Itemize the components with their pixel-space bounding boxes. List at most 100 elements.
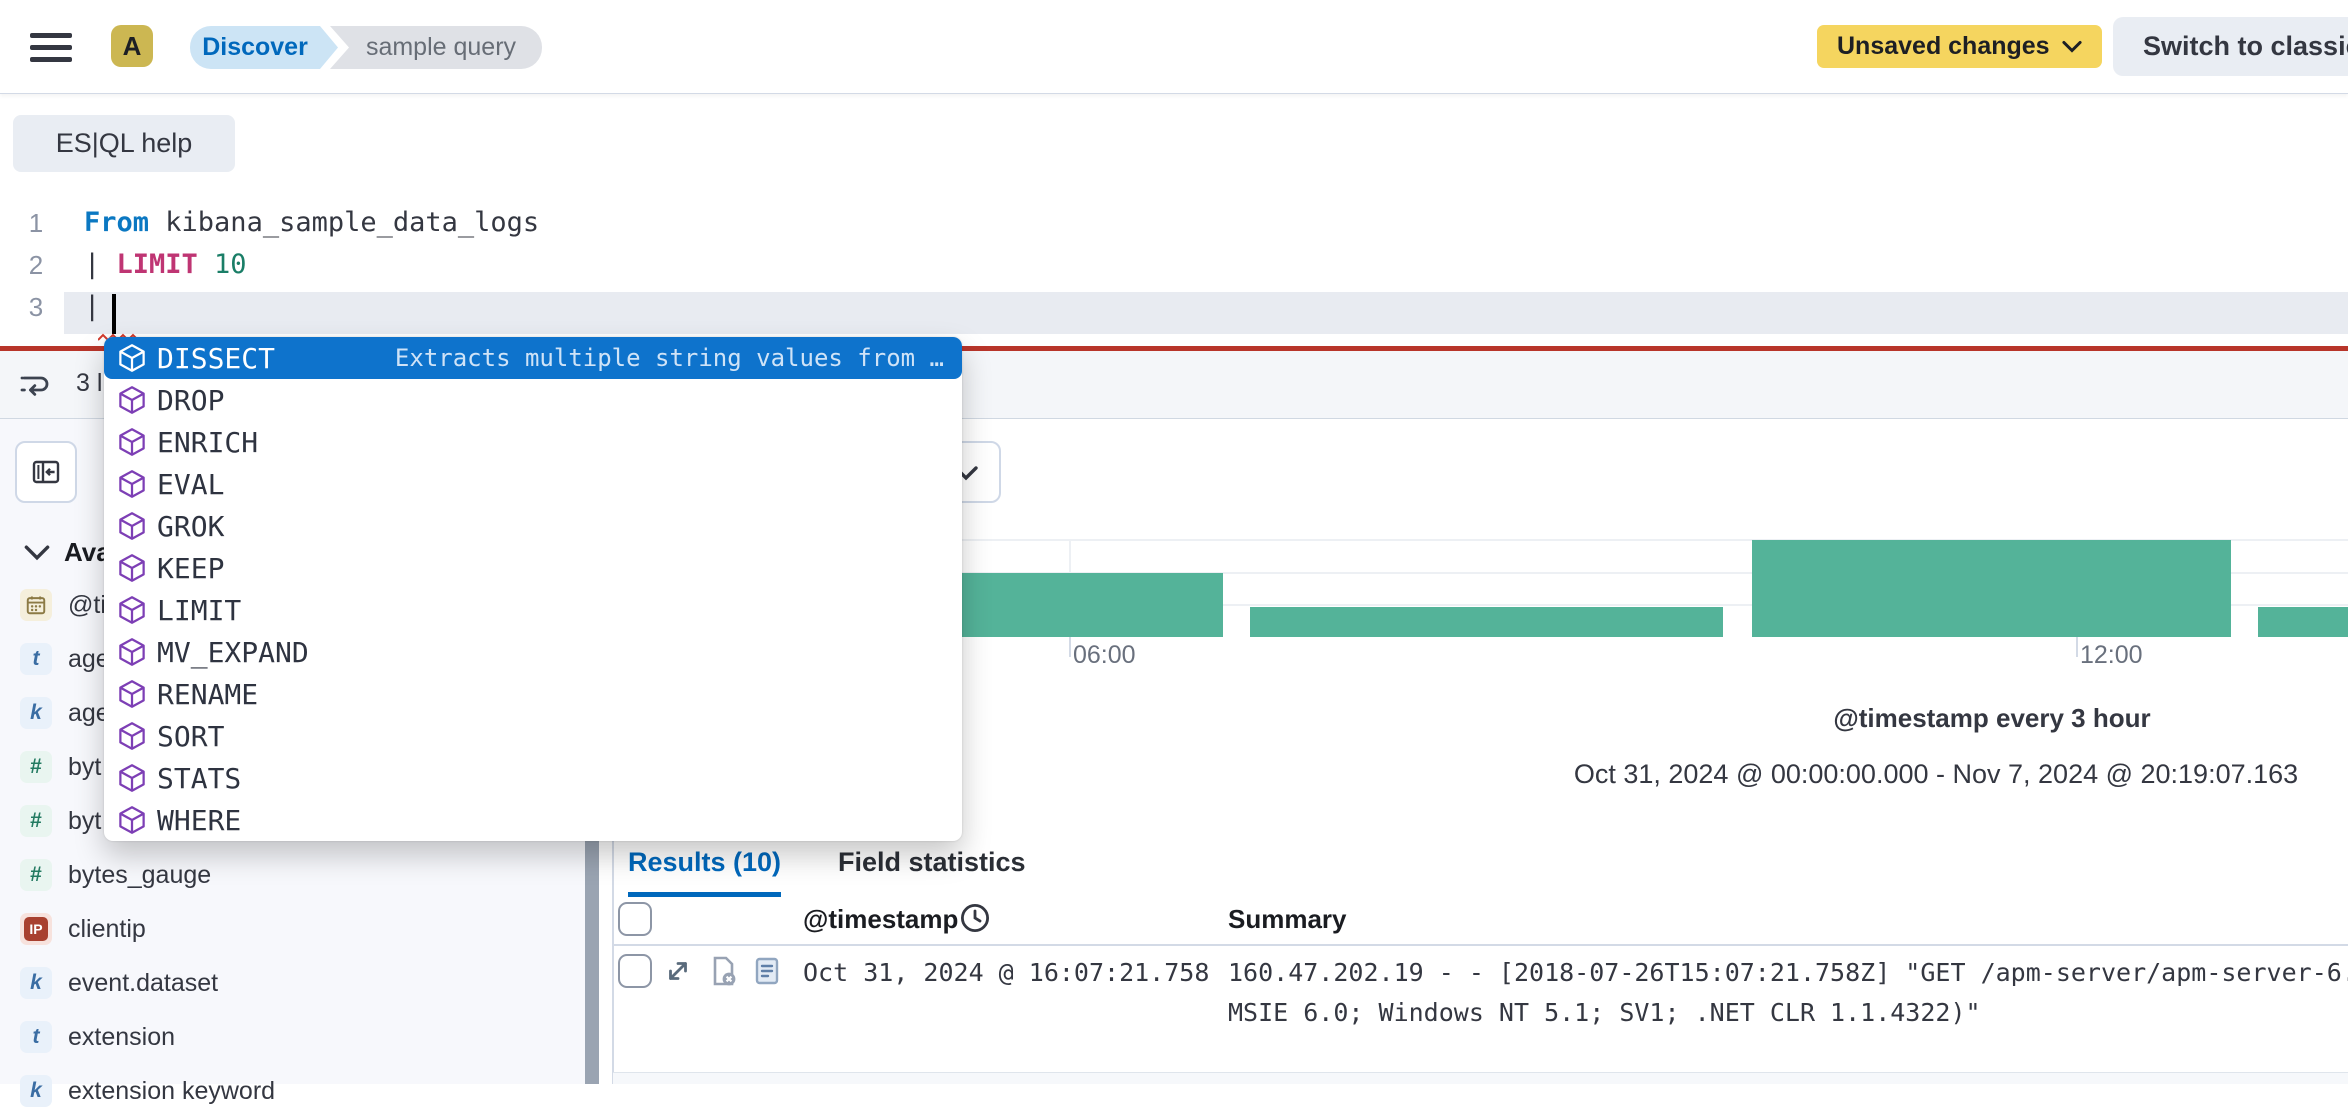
panel-collapse-left-icon bbox=[32, 460, 60, 484]
number-field-icon: # bbox=[20, 859, 52, 891]
axis-tick bbox=[1069, 637, 1071, 657]
autocomplete-item-keep[interactable]: KEEP bbox=[104, 547, 962, 589]
command-cube-icon bbox=[117, 553, 147, 583]
tab-results[interactable]: Results (10) bbox=[628, 847, 782, 897]
autocomplete-item-grok[interactable]: GROK bbox=[104, 505, 962, 547]
field-label: byt bbox=[68, 806, 102, 835]
editor-current-line-highlight bbox=[64, 292, 2348, 334]
select-all-checkbox[interactable] bbox=[618, 902, 652, 936]
esql-help-button[interactable]: ES|QL help bbox=[13, 115, 235, 172]
editor-lines-count: 3 l bbox=[76, 369, 103, 397]
code-line-2[interactable]: | LIMIT 10 bbox=[84, 249, 247, 280]
field-item-clientip[interactable]: IP clientip bbox=[0, 902, 585, 956]
field-item-extension-keyword[interactable]: k extension keyword bbox=[0, 1064, 585, 1118]
histogram-bar[interactable] bbox=[1752, 540, 2231, 637]
axis-tick bbox=[2076, 637, 2078, 657]
menu-hamburger-icon[interactable] bbox=[30, 33, 72, 62]
autocomplete-item-dissect[interactable]: DISSECT Extracts multiple string values … bbox=[104, 337, 962, 379]
autocomplete-popup: DISSECT Extracts multiple string values … bbox=[104, 337, 962, 841]
chevron-down-icon[interactable] bbox=[24, 544, 50, 561]
expand-row-icon[interactable] bbox=[663, 956, 693, 986]
command-cube-icon bbox=[117, 469, 147, 499]
command-cube-icon bbox=[117, 637, 147, 667]
autocomplete-item-stats[interactable]: STATS bbox=[104, 757, 962, 799]
autocomplete-item-eval[interactable]: EVAL bbox=[104, 463, 962, 505]
summary-cell-line1: 160.47.202.19 - - [2018-07-26T15:07:21.7… bbox=[1228, 958, 2348, 987]
command-cube-icon bbox=[117, 679, 147, 709]
field-item-timestamp[interactable]: @ti bbox=[0, 578, 585, 632]
switch-to-classic-button[interactable]: Switch to classic bbox=[2113, 17, 2348, 76]
autocomplete-label: LIMIT bbox=[157, 593, 242, 627]
field-item-event-dataset[interactable]: k event.dataset bbox=[0, 956, 585, 1010]
autocomplete-item-where[interactable]: WHERE bbox=[104, 799, 962, 841]
ip-field-icon: IP bbox=[20, 913, 52, 945]
autocomplete-label: WHERE bbox=[157, 803, 242, 837]
autocomplete-item-rename[interactable]: RENAME bbox=[104, 673, 962, 715]
command-cube-icon bbox=[117, 427, 147, 457]
field-item-bytes-gauge[interactable]: # bytes_gauge bbox=[0, 848, 585, 902]
unsaved-changes-badge[interactable]: Unsaved changes bbox=[1817, 25, 2102, 68]
field-item[interactable]: t age bbox=[0, 632, 585, 686]
summary-cell-line2: MSIE 6.0; Windows NT 5.1; SV1; .NET CLR … bbox=[1228, 998, 1981, 1027]
text-cursor bbox=[112, 294, 116, 334]
keyword-field-icon: k bbox=[20, 967, 52, 999]
timestamp-cell: Oct 31, 2024 @ 16:07:21.758 bbox=[803, 958, 1210, 987]
histogram-bar[interactable] bbox=[2258, 607, 2348, 637]
text-field-icon: t bbox=[20, 643, 52, 675]
gridline bbox=[613, 539, 2348, 541]
autocomplete-label: EVAL bbox=[157, 467, 225, 501]
line-number: 1 bbox=[28, 208, 44, 238]
code-line-3[interactable]: | bbox=[84, 291, 101, 322]
row-checkbox[interactable] bbox=[618, 954, 652, 988]
degraded-doc-icon[interactable] bbox=[707, 955, 739, 987]
keyword-field-icon: k bbox=[20, 1075, 52, 1107]
code-line-1[interactable]: From kibana_sample_data_logs bbox=[84, 207, 540, 238]
keyword-field-icon: k bbox=[20, 697, 52, 729]
autocomplete-label: STATS bbox=[157, 761, 242, 795]
command-cube-icon bbox=[117, 763, 147, 793]
field-label: @ti bbox=[68, 590, 106, 619]
x-tick-label: 06:00 bbox=[1073, 641, 1136, 669]
autocomplete-item-enrich[interactable]: ENRICH bbox=[104, 421, 962, 463]
autocomplete-item-mv-expand[interactable]: MV_EXPAND bbox=[104, 631, 962, 673]
field-item-extension[interactable]: t extension bbox=[0, 1010, 585, 1064]
field-label: bytes_gauge bbox=[68, 860, 212, 889]
gridline bbox=[613, 604, 2348, 606]
autocomplete-item-limit[interactable]: LIMIT bbox=[104, 589, 962, 631]
autocomplete-label: GROK bbox=[157, 509, 225, 543]
view-document-icon[interactable] bbox=[751, 955, 783, 987]
number-field-icon: # bbox=[20, 751, 52, 783]
command-cube-icon bbox=[117, 511, 147, 541]
table-row[interactable]: Oct 31, 2024 @ 16:07:21.758 160.47.202.1… bbox=[613, 945, 2348, 1073]
collapse-sidebar-button[interactable] bbox=[15, 441, 77, 503]
field-label: clientip bbox=[68, 914, 146, 943]
time-range-label: Oct 31, 2024 @ 00:00:00.000 - Nov 7, 202… bbox=[1573, 759, 2299, 789]
wrap-lines-icon[interactable] bbox=[16, 368, 52, 400]
field-item[interactable]: k age bbox=[0, 686, 585, 740]
text-field-icon: t bbox=[20, 1021, 52, 1053]
autocomplete-item-drop[interactable]: DROP bbox=[104, 379, 962, 421]
field-item[interactable]: # byt bbox=[0, 794, 585, 848]
esql-editor[interactable]: ES|QL help 1 2 3 From kibana_sample_data… bbox=[0, 93, 2348, 347]
autocomplete-label: DISSECT bbox=[157, 341, 276, 375]
column-header-summary[interactable]: Summary bbox=[1228, 904, 1347, 934]
autocomplete-label: KEEP bbox=[157, 551, 225, 585]
column-header-timestamp[interactable]: @timestamp bbox=[803, 904, 959, 934]
autocomplete-description: Extracts multiple string values from … bbox=[394, 344, 944, 372]
breadcrumb-app[interactable]: Discover bbox=[190, 26, 320, 69]
command-cube-icon bbox=[117, 805, 147, 835]
gridline bbox=[613, 572, 2348, 574]
breadcrumb-page[interactable]: sample query bbox=[330, 26, 542, 69]
clock-icon bbox=[960, 903, 990, 933]
number-field-icon: # bbox=[20, 805, 52, 837]
command-cube-icon bbox=[117, 343, 147, 373]
field-label: age bbox=[68, 644, 110, 673]
autocomplete-label: ENRICH bbox=[157, 425, 259, 459]
tab-field-statistics[interactable]: Field statistics bbox=[838, 847, 1026, 877]
autocomplete-label: SORT bbox=[157, 719, 225, 753]
field-item[interactable]: # byt bbox=[0, 740, 585, 794]
space-avatar[interactable]: A bbox=[111, 25, 153, 67]
autocomplete-item-sort[interactable]: SORT bbox=[104, 715, 962, 757]
histogram-bar[interactable] bbox=[1250, 607, 1723, 637]
date-field-icon bbox=[20, 589, 52, 621]
